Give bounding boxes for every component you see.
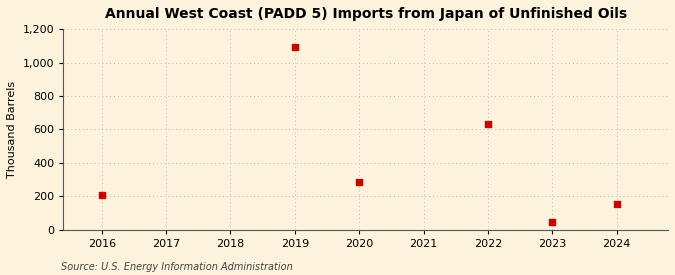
Point (483, 121, 493, 126)
Point (97, 193, 107, 197)
Point (290, 45, 300, 50)
Point (611, 202, 622, 206)
Point (354, 180, 364, 184)
Title: Annual West Coast (PADD 5) Imports from Japan of Unfinished Oils: Annual West Coast (PADD 5) Imports from … (105, 7, 626, 21)
Y-axis label: Thousand Barrels: Thousand Barrels (7, 81, 17, 178)
Point (547, 220, 558, 224)
Text: Source: U.S. Energy Information Administration: Source: U.S. Energy Information Administ… (61, 262, 292, 272)
